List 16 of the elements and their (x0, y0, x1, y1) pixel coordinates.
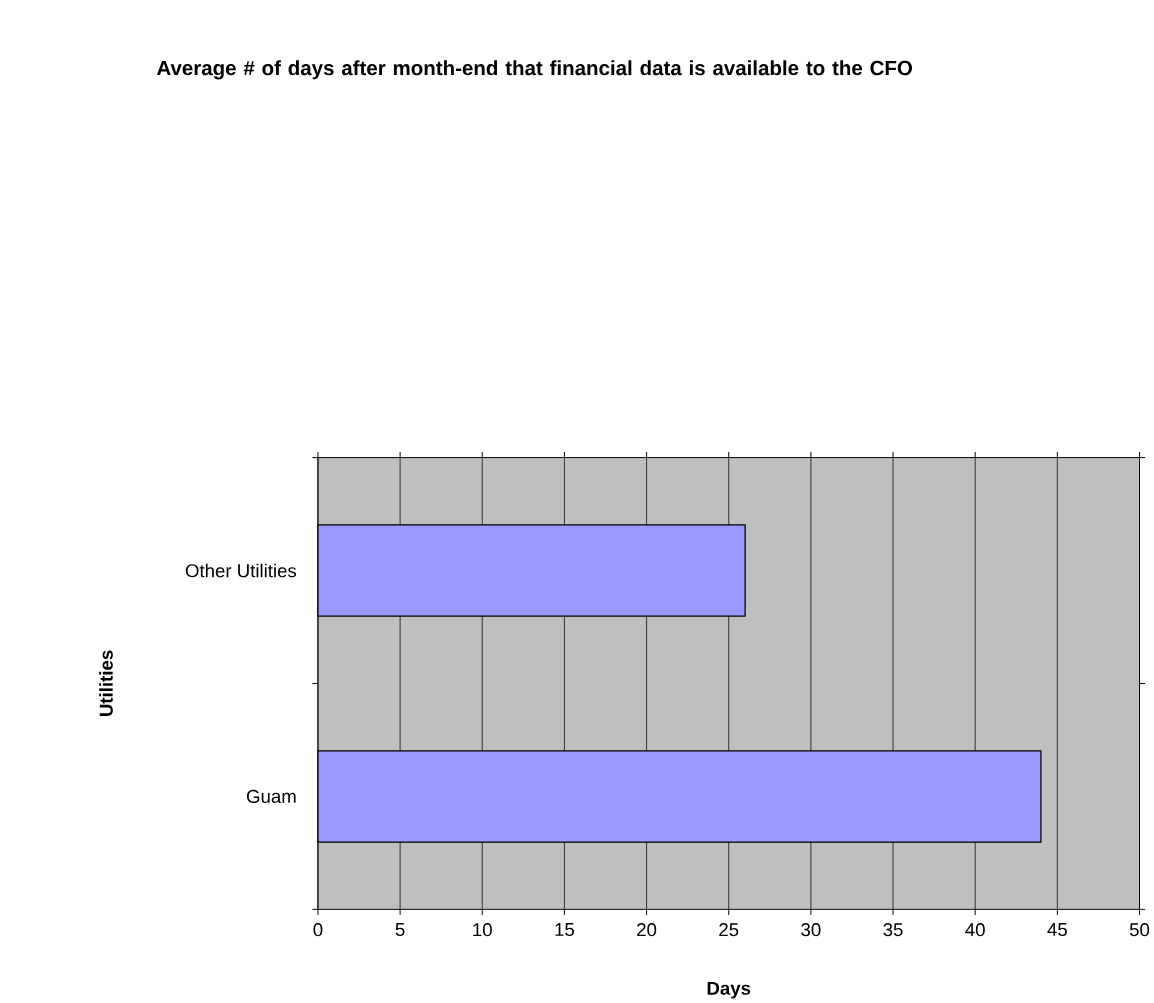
x-tick-label: 25 (719, 923, 739, 937)
x-tick-label: 15 (555, 923, 574, 937)
y-tick-label: Guam (247, 789, 296, 804)
x-tick-label: 20 (637, 923, 657, 937)
x-tick-label: 35 (883, 923, 903, 937)
y-axis-title: Utilities (99, 650, 113, 717)
y-tick-label: Other Utilities (185, 563, 297, 578)
chart-title: Average # of days after month-end that financial data is available to the CFO (156, 60, 912, 80)
x-tick-label: 30 (801, 923, 821, 937)
x-tick-label: 40 (965, 923, 985, 937)
x-tick-label: 0 (313, 923, 323, 937)
x-tick-label: 50 (1129, 923, 1150, 937)
x-tick-label: 10 (473, 923, 492, 937)
x-axis-title: Days (707, 982, 751, 999)
x-tick-label: 5 (395, 923, 405, 937)
x-tick-label: 45 (1047, 923, 1067, 937)
